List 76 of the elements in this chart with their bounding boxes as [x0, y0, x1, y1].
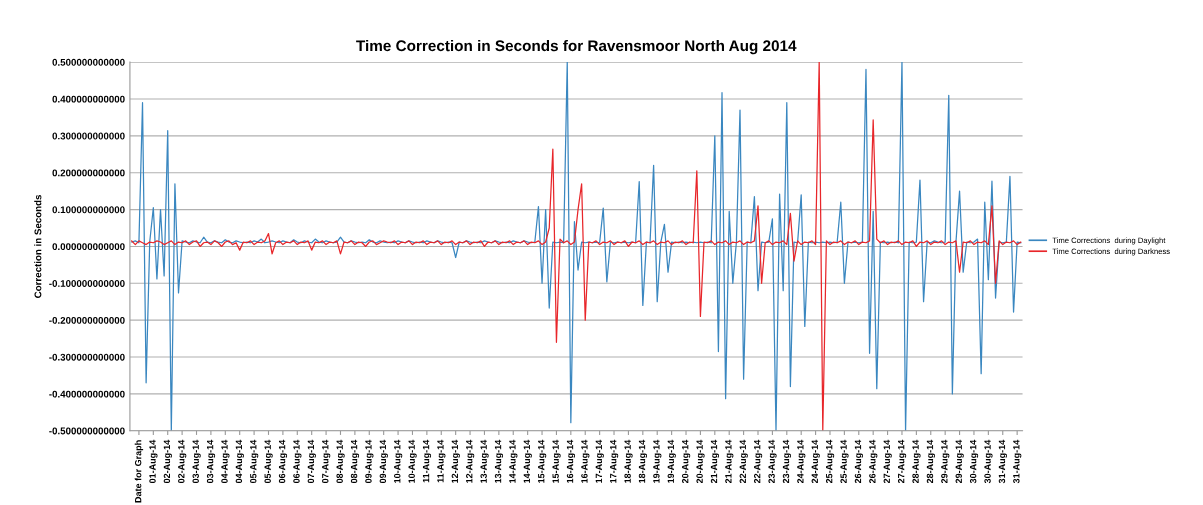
x-tick-label: 31-Aug-14 [998, 439, 1007, 484]
x-tick-label: 10-Aug-14 [408, 439, 417, 483]
x-tick-label: 21-Aug-14 [710, 439, 720, 484]
x-tick-label: 13-Aug-14 [494, 439, 504, 483]
x-tick-label: 28-Aug-14 [926, 439, 935, 484]
x-tick-label: 18-Aug-14 [624, 439, 633, 483]
x-tick-label: 29-Aug-14 [941, 439, 950, 484]
x-tick-label: 07-Aug-14 [307, 439, 316, 484]
x-tick-label: 25-Aug-14 [825, 439, 835, 484]
y-tick-label: -0.100000000000 [49, 280, 125, 287]
x-tick-label: 08-Aug-14 [336, 439, 345, 484]
x-tick-label: 06-Aug-14 [278, 439, 288, 484]
x-tick-label: 03-Aug-14 [206, 439, 216, 484]
chart-title: Time Correction in Seconds for Ravensmoor North Aug 2014 [356, 39, 797, 55]
y-tick-label: -0.300000000000 [49, 353, 125, 361]
x-tick-label: 15-Aug-14 [538, 439, 547, 483]
x-tick-label: 21-Aug-14 [725, 439, 734, 484]
x-tick-label: 23-Aug-14 [782, 439, 791, 484]
x-tick-label: 05-Aug-14 [250, 439, 259, 484]
x-tick-label: 04-Aug-14 [235, 439, 244, 484]
x-tick-label: 29-Aug-14 [955, 439, 964, 484]
x-tick-label: 02-Aug-14 [163, 439, 172, 484]
x-tick-label: 20-Aug-14 [696, 439, 705, 484]
x-tick-label: 07-Aug-14 [322, 439, 331, 484]
x-tick-label: 24-Aug-14 [811, 439, 820, 484]
y-tick-label: -0.200000000000 [49, 316, 125, 324]
y-tick-label: -0.400000000000 [49, 390, 125, 398]
x-tick-label: 05-Aug-14 [264, 439, 273, 484]
x-tick-label: 13-Aug-14 [480, 439, 489, 483]
x-tick-label: 09-Aug-14 [379, 439, 388, 484]
y-tick-label: 0.100000000000 [52, 206, 125, 214]
y-tick-label: 0.400000000000 [52, 95, 125, 103]
x-tick-label: 19-Aug-14 [653, 439, 662, 483]
x-tick-label: 22-Aug-14 [753, 439, 763, 484]
x-tick-label: 22-Aug-14 [739, 439, 748, 484]
x-tick-label: 28-Aug-14 [912, 439, 921, 484]
x-tick-label: 17-Aug-14 [595, 439, 604, 483]
x-tick-label: 26-Aug-14 [869, 439, 878, 484]
x-tick-label: 17-Aug-14 [610, 439, 619, 483]
x-tick-label: 14-Aug-14 [523, 439, 532, 483]
x-tick-label: 01-Aug-14 [149, 439, 158, 484]
y-tick-label: -0.500000000000 [49, 427, 125, 435]
x-tick-label: 30-Aug-14 [969, 439, 979, 484]
x-tick-label: 31-Aug-14 [1013, 439, 1022, 484]
x-tick-label: 25-Aug-14 [840, 439, 849, 484]
x-tick-label: 23-Aug-14 [768, 439, 777, 484]
y-axis-title: Correction in Seconds [34, 194, 42, 298]
x-tick-label: 24-Aug-14 [797, 439, 806, 484]
x-tick-label: 27-Aug-14 [897, 439, 907, 484]
x-tick-label: 16-Aug-14 [581, 439, 590, 483]
x-tick-label: 30-Aug-14 [984, 439, 993, 484]
x-tick-label: 15-Aug-14 [552, 439, 561, 483]
x-tick-label: 16-Aug-14 [566, 439, 576, 483]
x-tick-label: 11-Aug-14 [422, 439, 432, 483]
x-tick-label: 12-Aug-14 [451, 439, 460, 483]
y-tick-label: 0.500000000000 [52, 58, 125, 66]
y-tick-label: 0.300000000000 [52, 132, 125, 140]
x-tick-label: 27-Aug-14 [883, 439, 892, 484]
x-tick-label: 08-Aug-14 [350, 439, 360, 484]
x-tick-label: 02-Aug-14 [178, 439, 187, 484]
x-tick-label: 04-Aug-14 [221, 439, 230, 484]
x-tick-label: 18-Aug-14 [638, 439, 648, 483]
line-series [131, 62, 1022, 431]
x-tick-label: 20-Aug-14 [682, 439, 691, 484]
x-tick-label: 09-Aug-14 [365, 439, 374, 484]
x-tick-label: 14-Aug-14 [509, 439, 518, 483]
x-tick-label: 11-Aug-14 [437, 439, 446, 483]
x-tick-label: 19-Aug-14 [667, 439, 676, 483]
y-tick-label: 0.200000000000 [52, 169, 125, 177]
y-tick-label: 0.000000000000 [52, 243, 125, 251]
x-tick-label: 10-Aug-14 [394, 439, 403, 483]
x-tick-label: 03-Aug-14 [192, 439, 201, 484]
x-tick-label: 26-Aug-14 [854, 439, 863, 484]
x-tick-label: 06-Aug-14 [293, 439, 302, 484]
x-tick-label: Date for Graph [134, 440, 144, 503]
x-tick-label: 12-Aug-14 [466, 439, 475, 483]
